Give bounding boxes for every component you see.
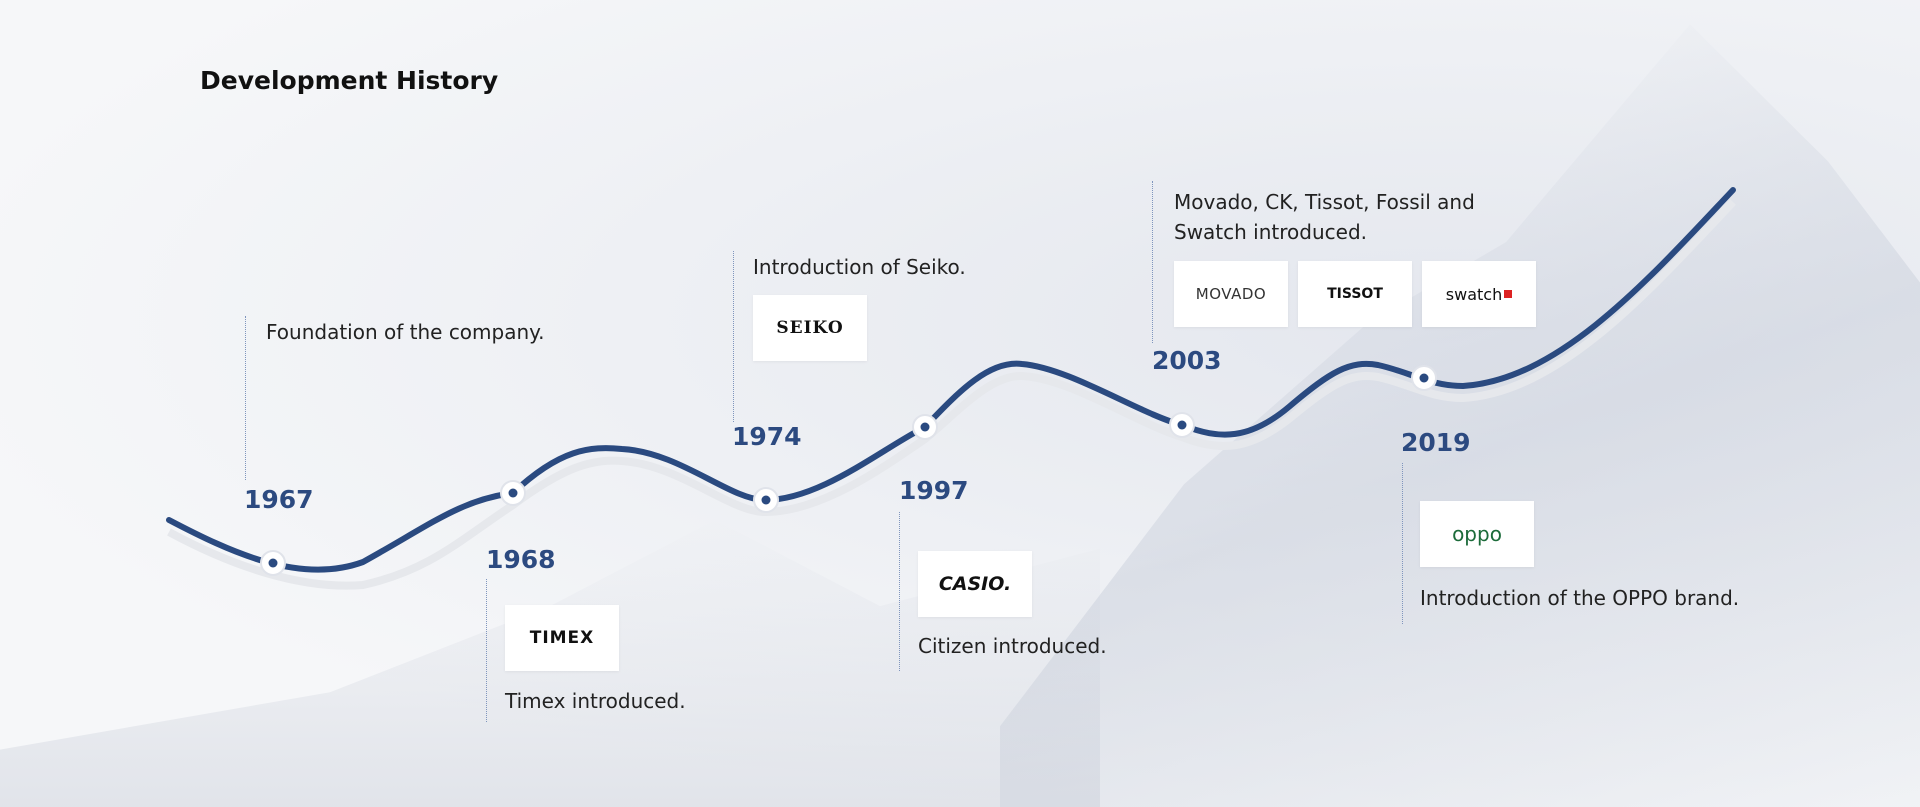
logo: oppo — [1420, 501, 1534, 567]
event-text: Citizen introduced. — [918, 634, 1107, 658]
event-text: Foundation of the company. — [266, 320, 545, 344]
logo: TIMEX — [505, 605, 619, 671]
dot-center — [920, 422, 930, 432]
dot-center — [1419, 373, 1429, 383]
logo-text: TISSOT — [1327, 286, 1383, 302]
curve-shadow — [167, 199, 1736, 590]
connector — [733, 251, 734, 422]
logo-text: MOVADO — [1195, 285, 1267, 303]
logo-text: SEIKO — [776, 318, 844, 338]
dot-center — [761, 495, 771, 505]
connector — [899, 512, 900, 671]
year: 1967 — [244, 485, 314, 514]
connector — [245, 316, 246, 480]
event-text: Introduction of the OPPO brand. — [1420, 586, 1740, 610]
logo-text: swatch — [1445, 284, 1503, 304]
year: 1974 — [732, 422, 802, 451]
event-text: Timex introduced. — [505, 689, 686, 713]
connector — [1402, 463, 1403, 624]
logo-text: oppo — [1452, 522, 1502, 546]
dot-center — [268, 558, 278, 568]
logo-text: CASIO. — [938, 573, 1012, 595]
logo: TISSOT — [1298, 261, 1412, 327]
year: 2003 — [1152, 346, 1222, 375]
connector — [1152, 181, 1153, 343]
event-text: Movado, CK, Tissot, Fossil and Swatch in… — [1174, 190, 1475, 244]
title: Development History — [200, 66, 499, 95]
logo-text: TIMEX — [529, 628, 595, 648]
year: 2019 — [1401, 428, 1471, 457]
logo: SEIKO — [753, 295, 867, 361]
dot-center — [1177, 420, 1187, 430]
event-text: Introduction of Seiko. — [753, 255, 966, 279]
logo: CASIO. — [918, 551, 1032, 617]
logo: MOVADO — [1174, 261, 1288, 327]
swatch-cross — [1504, 290, 1513, 298]
dot-center — [508, 488, 518, 498]
logo: swatch — [1422, 261, 1536, 327]
connector — [486, 579, 487, 722]
year: 1968 — [486, 545, 556, 574]
year: 1997 — [899, 476, 969, 505]
